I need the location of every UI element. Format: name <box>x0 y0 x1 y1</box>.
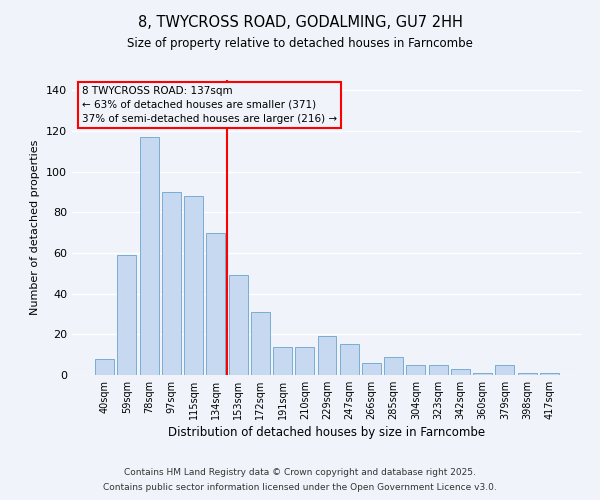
Bar <box>295 346 314 375</box>
Bar <box>518 373 536 375</box>
Text: Contains public sector information licensed under the Open Government Licence v3: Contains public sector information licen… <box>103 483 497 492</box>
X-axis label: Distribution of detached houses by size in Farncombe: Distribution of detached houses by size … <box>169 426 485 439</box>
Bar <box>451 369 470 375</box>
Bar <box>140 137 158 375</box>
Bar <box>206 232 225 375</box>
Bar <box>384 356 403 375</box>
Bar <box>162 192 181 375</box>
Bar <box>251 312 270 375</box>
Bar <box>95 358 114 375</box>
Bar <box>184 196 203 375</box>
Bar <box>473 373 492 375</box>
Bar <box>540 373 559 375</box>
Bar <box>317 336 337 375</box>
Text: Size of property relative to detached houses in Farncombe: Size of property relative to detached ho… <box>127 38 473 51</box>
Bar <box>273 346 292 375</box>
Text: 8, TWYCROSS ROAD, GODALMING, GU7 2HH: 8, TWYCROSS ROAD, GODALMING, GU7 2HH <box>137 15 463 30</box>
Y-axis label: Number of detached properties: Number of detached properties <box>31 140 40 315</box>
Bar <box>229 276 248 375</box>
Text: 8 TWYCROSS ROAD: 137sqm
← 63% of detached houses are smaller (371)
37% of semi-d: 8 TWYCROSS ROAD: 137sqm ← 63% of detache… <box>82 86 337 124</box>
Bar <box>118 255 136 375</box>
Text: Contains HM Land Registry data © Crown copyright and database right 2025.: Contains HM Land Registry data © Crown c… <box>124 468 476 477</box>
Bar <box>340 344 359 375</box>
Bar <box>496 365 514 375</box>
Bar <box>406 365 425 375</box>
Bar <box>429 365 448 375</box>
Bar <box>362 363 381 375</box>
